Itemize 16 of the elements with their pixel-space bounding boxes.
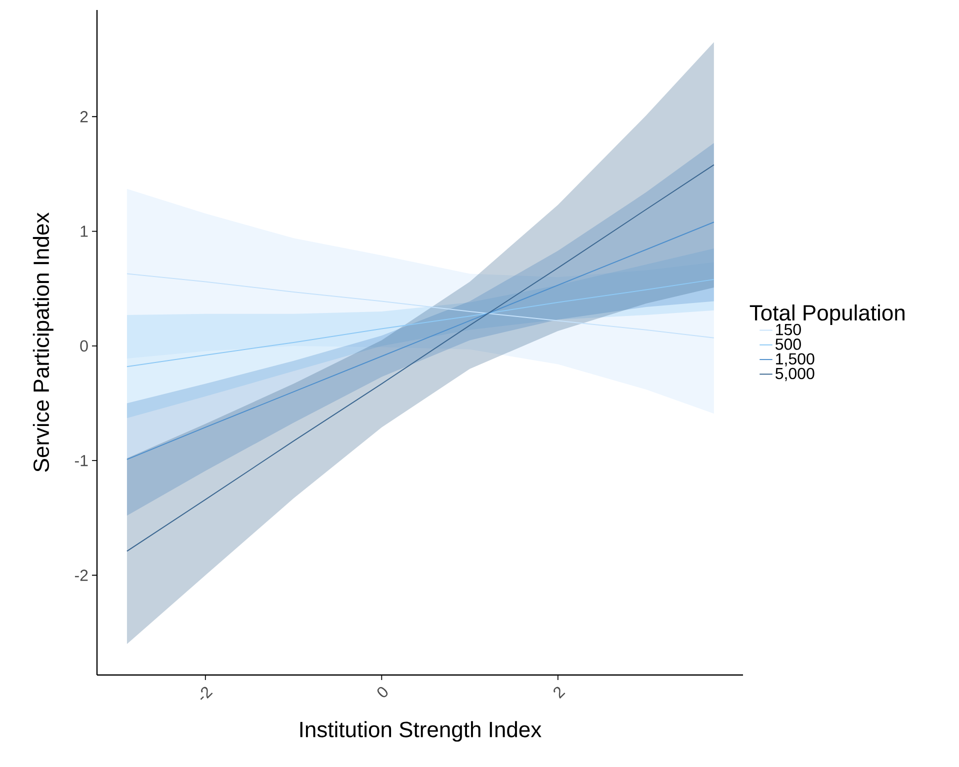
- x-axis-title: Institution Strength Index: [300, 721, 542, 742]
- y-tick-label: -1: [74, 455, 88, 466]
- y-tick-label: 1: [80, 226, 88, 237]
- legend-label: 150: [776, 324, 801, 336]
- line-series: [126, 278, 714, 368]
- y-axis-title: Service Participation Index: [32, 212, 54, 472]
- legend-label: 1,500: [776, 353, 814, 366]
- legend-label: 5,000: [776, 368, 814, 382]
- y-tick-label: -2: [74, 570, 88, 581]
- x-tick-label: 2: [554, 686, 566, 699]
- y-tick-label: 0: [80, 340, 88, 352]
- legend-title: Total Population: [750, 304, 904, 325]
- y-tick-label: 2: [80, 111, 88, 122]
- x-tick-label: 0: [377, 687, 388, 698]
- legend-label: 500: [776, 338, 801, 350]
- x-tick-label: -2: [200, 686, 213, 700]
